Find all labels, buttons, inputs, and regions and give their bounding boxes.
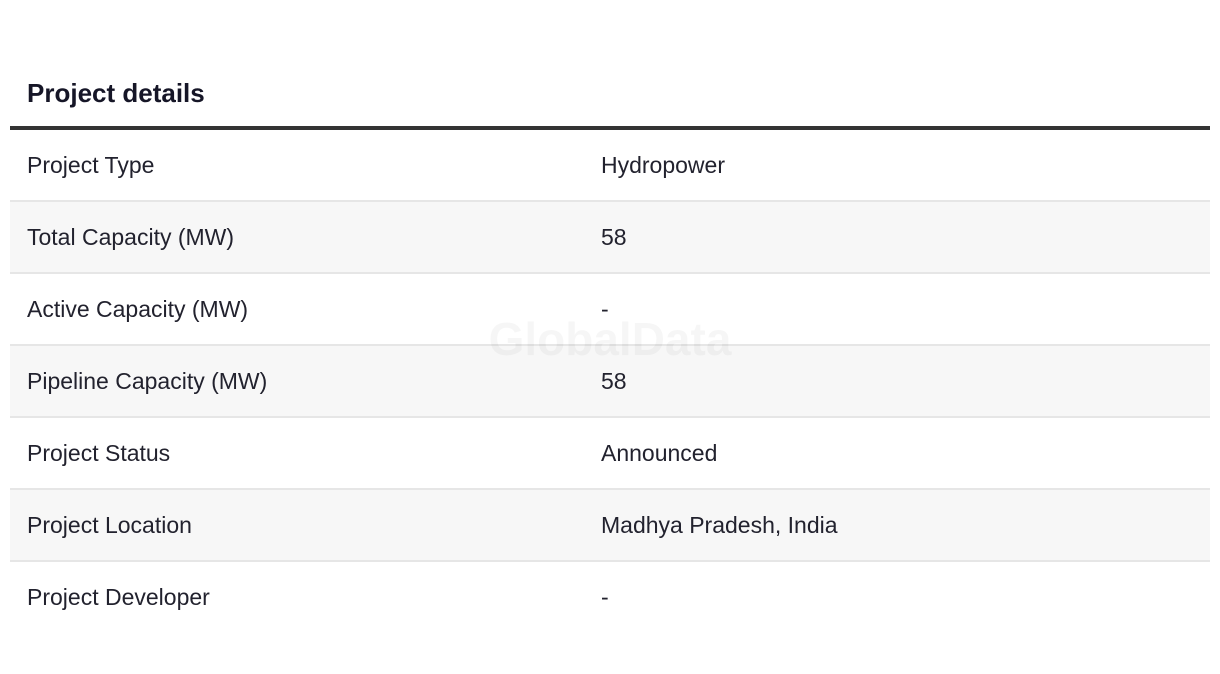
row-label: Active Capacity (MW) [27,295,249,322]
row-label: Project Type [27,151,155,178]
row-label: Pipeline Capacity (MW) [27,367,268,394]
table-row-project-developer: Project Developer - [10,562,1210,632]
row-label: Project Developer [27,583,210,610]
row-value: Madhya Pradesh, India [601,511,838,538]
table-row-active-capacity: Active Capacity (MW) - [10,274,1210,346]
row-value: 58 [601,223,627,250]
project-details-table: Project Type Hydropower Total Capacity (M… [10,126,1210,632]
row-value: - [601,583,609,610]
row-label: Total Capacity (MW) [27,223,235,250]
row-value: 58 [601,367,627,394]
table-row-project-location: Project Location Madhya Pradesh, India [10,490,1210,562]
row-value: Hydropower [601,151,725,178]
table-row-pipeline-capacity: Pipeline Capacity (MW) 58 [10,346,1210,418]
row-label: Project Location [27,511,192,538]
section-title: Project details [27,78,205,108]
row-value: - [601,295,609,322]
table-row-project-type: Project Type Hydropower [10,130,1210,202]
row-label: Project Status [27,439,171,466]
table-row-project-status: Project Status Announced [10,418,1210,490]
row-value: Announced [601,439,718,466]
table-row-total-capacity: Total Capacity (MW) 58 [10,202,1210,274]
